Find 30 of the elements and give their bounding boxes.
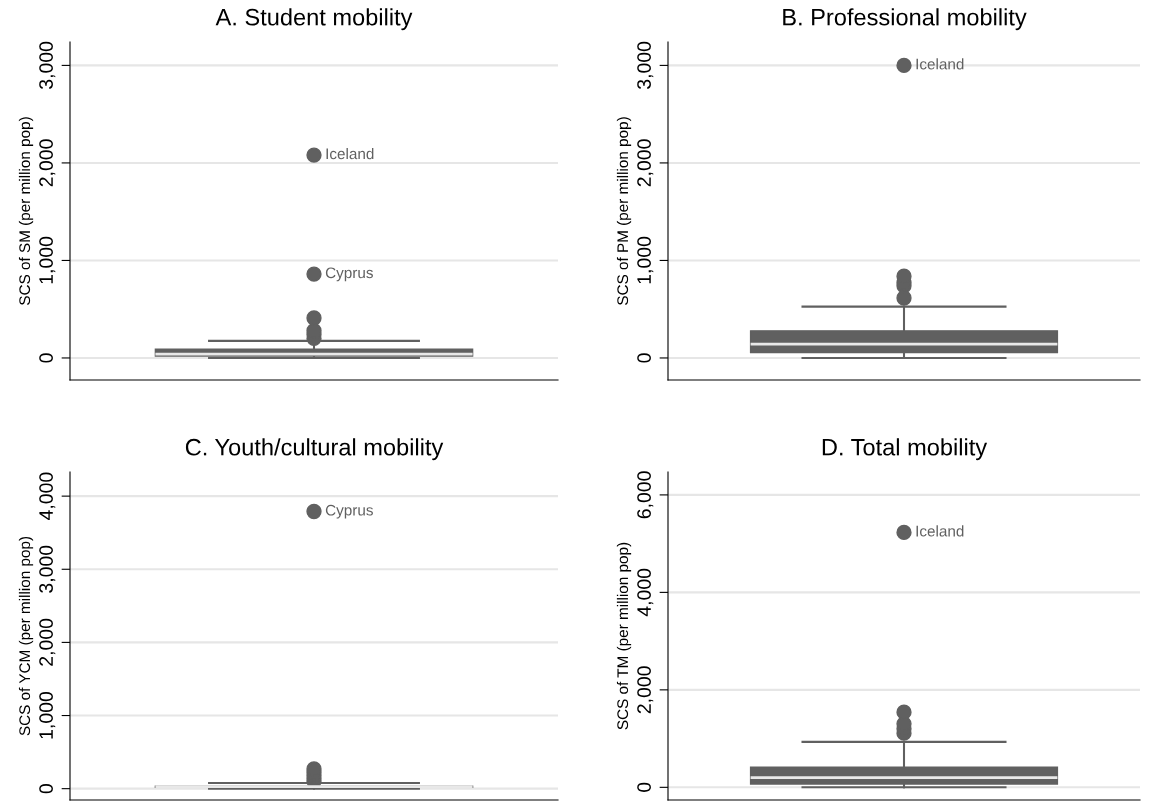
y-tick-label: 0 (39, 353, 53, 363)
annotation: Iceland (916, 525, 964, 537)
annotation: Cyprus (325, 504, 373, 519)
annotation: Iceland (916, 58, 964, 70)
y-tick-label: 2,000 (637, 139, 654, 187)
y-tick-label: 4,000 (39, 472, 56, 521)
y-tick-label: 0 (39, 784, 53, 794)
y-tick-label: 3,000 (637, 41, 654, 89)
chart-title: C. Youth/cultural mobility (185, 438, 444, 461)
y-tick-label: 1,000 (39, 236, 56, 284)
y-tick-label: 0 (637, 782, 651, 792)
y-tick-label: 2,000 (39, 139, 56, 187)
annotation: Iceland (326, 148, 374, 160)
y-tick-label: 0 (637, 353, 651, 363)
y-tick-label: 1,000 (637, 236, 654, 284)
y-tick-label: 1,000 (39, 691, 56, 739)
chart-title: A. Student mobility (215, 8, 413, 31)
y-tick-label: 2,000 (637, 666, 654, 714)
y-tick-label: 3,000 (39, 41, 56, 89)
y-axis-title: SCS of TM (per million pop) (616, 542, 632, 730)
annotation: Cyprus (325, 267, 373, 282)
y-tick-label: 2,000 (39, 618, 56, 666)
y-tick-label: 6,000 (637, 471, 654, 519)
y-axis-title: SCS of YCM (per million pop) (18, 536, 34, 736)
y-axis-title: SCS of SM (per million pop) (18, 117, 34, 305)
chart-title: D. Total mobility (822, 438, 988, 461)
y-axis-title: SCS of PM (per million pop) (616, 117, 632, 305)
y-tick-label: 4,000 (637, 568, 654, 617)
y-tick-label: 3,000 (39, 545, 56, 593)
chart-title: B. Professional mobility (783, 8, 1027, 31)
